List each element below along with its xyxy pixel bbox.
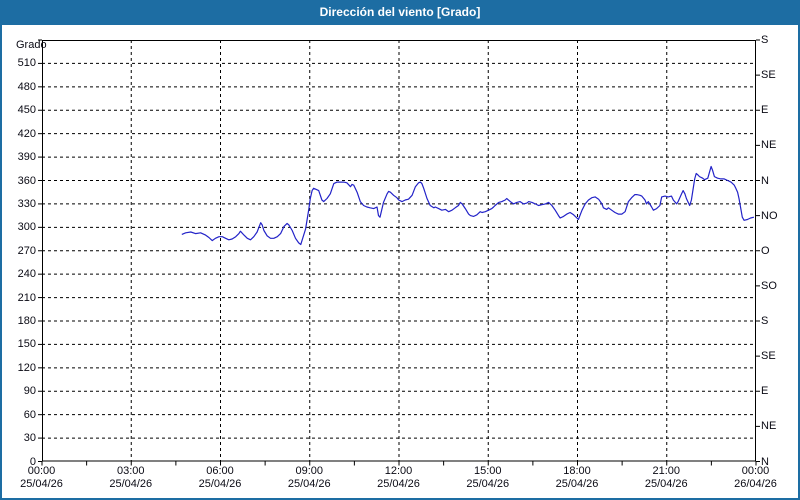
- y-tick-label: 360: [17, 174, 36, 187]
- x-tick-date: 25/04/26: [377, 478, 420, 490]
- x-tick-label: 00:00 26/04/26: [716, 465, 796, 492]
- compass-tick-label: NE: [761, 139, 777, 152]
- compass-tick-label: E: [761, 104, 769, 117]
- x-tick-date: 25/04/26: [198, 478, 242, 490]
- plot-frame: [41, 40, 756, 462]
- compass-tick-label: E: [761, 385, 769, 398]
- y-tick-label: 30: [23, 432, 36, 445]
- x-tick-date: 25/04/26: [287, 478, 331, 490]
- x-tick-label: 00:00 25/04/26: [2, 465, 82, 492]
- y-tick-label: 180: [17, 315, 36, 327]
- x-tick-label: 18:00 25/04/26: [537, 465, 617, 492]
- y-tick-label: 510: [17, 57, 36, 70]
- compass-tick-label: O: [761, 244, 770, 257]
- chart-title-bar: Dirección del viento [Grado]: [0, 0, 800, 25]
- y-tick-label: 240: [17, 268, 36, 281]
- x-tick-time: 15:00: [473, 464, 502, 477]
- y-axis-unit-label: Grado: [16, 39, 47, 51]
- x-tick-label: 21:00 25/04/26: [626, 465, 706, 492]
- x-tick-label: 09:00 25/04/26: [269, 465, 349, 492]
- y-tick-label: 150: [17, 338, 36, 351]
- compass-tick-label: NE: [761, 420, 777, 433]
- compass-tick-label: N: [761, 174, 769, 187]
- compass-tick-label: SE: [761, 350, 776, 363]
- y-tick-label: 300: [17, 221, 36, 234]
- compass-tick-label: SO: [761, 279, 777, 292]
- x-tick-label: 12:00 25/04/26: [359, 465, 439, 492]
- y-tick-label: 0: [29, 455, 36, 468]
- x-tick-date: 25/04/26: [466, 478, 510, 490]
- y-tick-label: 90: [23, 385, 36, 398]
- x-tick-time: 00:00: [741, 464, 770, 477]
- y-tick-label: 120: [17, 361, 36, 374]
- x-tick-time: 21:00: [652, 464, 681, 477]
- y-tick-label: 330: [17, 197, 36, 210]
- y-tick-label: 390: [17, 151, 36, 164]
- x-tick-label: 06:00 25/04/26: [180, 465, 260, 492]
- x-tick-date: 25/04/26: [644, 478, 688, 490]
- x-tick-date: 26/04/26: [734, 478, 777, 490]
- x-tick-label: 15:00 25/04/26: [448, 465, 528, 492]
- x-tick-time: 18:00: [563, 464, 591, 477]
- compass-tick-label: SE: [761, 69, 776, 82]
- compass-tick-label: NO: [761, 209, 778, 222]
- y-tick-label: 270: [17, 244, 36, 257]
- compass-tick-label: S: [761, 315, 769, 327]
- x-tick-time: 06:00: [206, 464, 234, 477]
- x-tick-date: 25/04/26: [109, 478, 153, 490]
- x-tick-time: 03:00: [116, 464, 145, 477]
- x-tick-time: 12:00: [384, 464, 413, 477]
- x-tick-date: 25/04/26: [555, 478, 599, 490]
- wind-direction-plot: [37, 39, 760, 466]
- y-tick-label: 210: [17, 291, 36, 304]
- y-tick-label: 450: [17, 104, 36, 117]
- y-tick-label: 60: [23, 408, 36, 421]
- compass-tick-label: S: [761, 34, 769, 46]
- y-tick-label: 480: [17, 80, 36, 93]
- x-tick-label: 03:00 25/04/26: [91, 465, 171, 492]
- x-tick-time: 00:00: [27, 464, 56, 477]
- wind-direction-series-line: [181, 165, 754, 246]
- compass-tick-label: N: [761, 455, 769, 468]
- x-tick-date: 25/04/26: [20, 478, 63, 490]
- x-tick-time: 09:00: [295, 464, 324, 477]
- y-tick-label: 420: [17, 127, 36, 140]
